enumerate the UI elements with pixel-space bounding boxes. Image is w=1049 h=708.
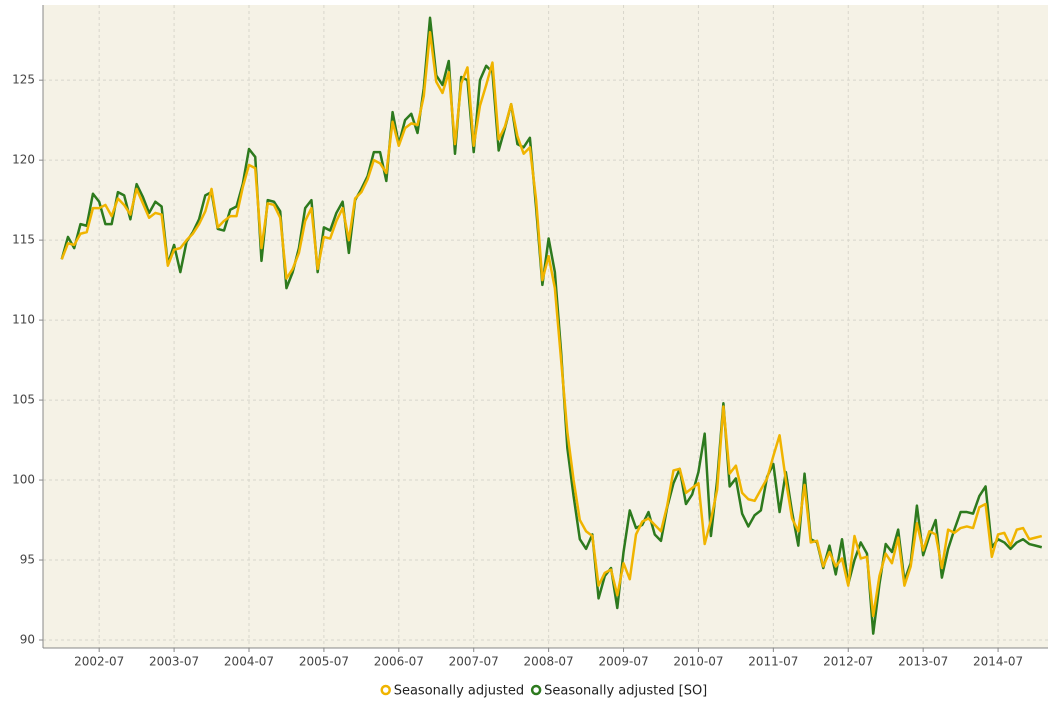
- plot-area: [43, 5, 1048, 648]
- series-line: [60, 16, 1043, 635]
- x-tick-label: 2009-07: [598, 655, 648, 669]
- x-tick-label: 2003-07: [149, 655, 199, 669]
- x-tick-label: 2007-07: [449, 655, 499, 669]
- x-tick-label: 2005-07: [299, 655, 349, 669]
- legend-label: Seasonally adjusted: [394, 684, 524, 699]
- y-tick-label: 115: [12, 233, 35, 247]
- x-tick-label: 2014-07: [973, 655, 1023, 669]
- x-tick-label: 2004-07: [224, 655, 274, 669]
- x-tick-label: 2013-07: [898, 655, 948, 669]
- legend-label: Seasonally adjusted [SO]: [544, 684, 707, 699]
- y-tick-label: 95: [20, 553, 35, 567]
- y-tick-label: 125: [12, 73, 35, 87]
- legend-marker: [530, 684, 542, 696]
- legend: Seasonally adjusted Seasonally adjusted […: [380, 684, 707, 699]
- y-tick-label: 105: [12, 393, 35, 407]
- x-tick-label: 2011-07: [748, 655, 798, 669]
- x-tick-label: 2002-07: [74, 655, 124, 669]
- y-tick-label: 90: [20, 633, 35, 647]
- x-tick-label: 2010-07: [673, 655, 723, 669]
- y-tick-label: 110: [12, 313, 35, 327]
- x-tick-label: 2008-07: [524, 655, 574, 669]
- y-tick-label: 100: [12, 473, 35, 487]
- y-tick-label: 120: [12, 153, 35, 167]
- x-tick-label: 2012-07: [823, 655, 873, 669]
- legend-marker: [380, 684, 391, 696]
- series-line: [60, 30, 1043, 618]
- x-tick-label: 2006-07: [374, 655, 424, 669]
